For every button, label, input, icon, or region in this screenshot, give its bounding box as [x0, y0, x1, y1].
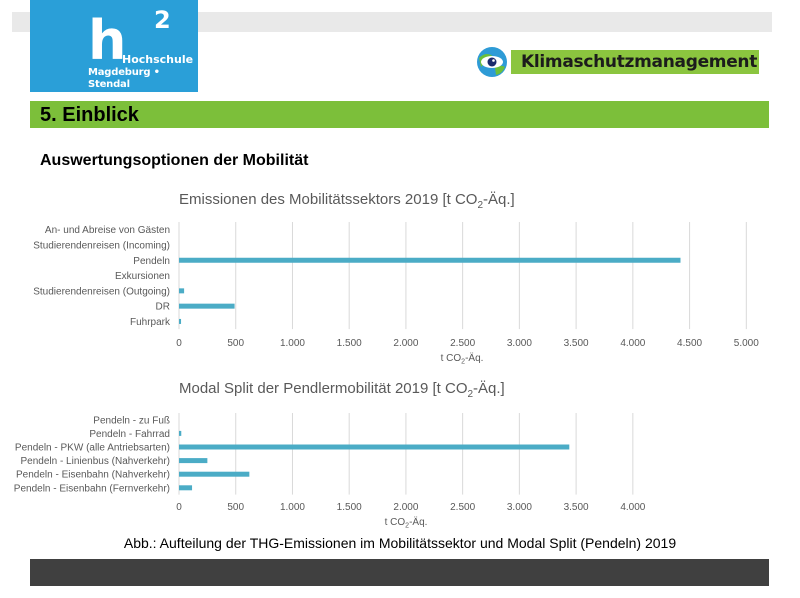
- bar: [179, 303, 235, 309]
- x-tick-label: 3.000: [507, 502, 532, 513]
- category-label: Pendeln - PKW (alle Antriebsarten): [15, 443, 170, 454]
- bar: [179, 485, 193, 491]
- x-tick-label: 1.000: [280, 338, 305, 349]
- x-tick-label: 2.000: [393, 502, 418, 513]
- logo-h: h: [88, 9, 126, 72]
- category-label: An- und Abreise von Gästen: [45, 225, 170, 236]
- x-tick-label: 3.000: [507, 338, 532, 349]
- klimaschutz-logo: Klimaschutzmanagement: [475, 44, 760, 80]
- category-label: Pendeln: [133, 256, 170, 267]
- bar: [179, 318, 182, 324]
- bar: [179, 471, 250, 477]
- section-title: 5. Einblick: [40, 104, 139, 126]
- klima-logo-text: Klimaschutzmanagement: [521, 52, 758, 72]
- x-tick-label: 4.000: [620, 502, 645, 513]
- x-tick-label: 4.500: [677, 338, 702, 349]
- university-logo: h 2 Hochschule Magdeburg • Stendal: [30, 0, 198, 92]
- bar: [179, 257, 681, 263]
- x-axis-label: t CO2​-Äq.: [385, 516, 428, 530]
- x-tick-label: 4.000: [620, 338, 645, 349]
- category-label: Studierendenreisen (Incoming): [33, 240, 170, 251]
- x-tick-label: 5.000: [734, 338, 759, 349]
- bar: [179, 444, 570, 450]
- bar: [179, 430, 182, 436]
- klima-band: [511, 50, 759, 74]
- category-label: Fuhrpark: [130, 317, 171, 328]
- category-label: Pendeln - Fahrrad: [89, 429, 170, 440]
- category-label: Pendeln - zu Fuß: [93, 415, 170, 426]
- category-label: Pendeln - Linienbus (Nahverkehr): [20, 456, 170, 467]
- x-tick-label: 2.500: [450, 338, 475, 349]
- x-axis-label: t CO2​-Äq.: [441, 352, 484, 366]
- bar: [179, 458, 208, 464]
- category-label: Exkursionen: [115, 271, 170, 282]
- footer-bar: [30, 559, 769, 586]
- category-label: Pendeln - Eisenbahn (Nahverkehr): [16, 470, 170, 481]
- category-label: DR: [156, 302, 170, 313]
- x-tick-label: 1.500: [337, 338, 362, 349]
- x-tick-label: 500: [227, 502, 244, 513]
- x-tick-label: 3.500: [564, 502, 589, 513]
- x-tick-label: 0: [176, 338, 182, 349]
- x-tick-label: 500: [227, 338, 244, 349]
- logo-subtitle: Magdeburg • Stendal: [88, 67, 160, 90]
- chart-title: Modal Split der Pendlermobilität 2019 [t…: [179, 380, 505, 400]
- category-label: Studierendenreisen (Outgoing): [33, 286, 170, 297]
- bar: [179, 288, 185, 294]
- x-tick-label: 2.500: [450, 502, 475, 513]
- logo-sup: 2: [154, 6, 171, 34]
- x-tick-label: 1.000: [280, 502, 305, 513]
- figure-caption: Abb.: Aufteilung der THG-Emissionen im M…: [123, 535, 677, 551]
- category-label: Pendeln - Eisenbahn (Fernverkehr): [14, 483, 170, 494]
- chart-title: Emissionen des Mobilitätssektors 2019 [t…: [179, 191, 515, 211]
- eye-globe-icon: [477, 47, 507, 77]
- slide-subtitle: Auswertungsoptionen der Mobilität: [40, 152, 309, 169]
- x-tick-label: 1.500: [337, 502, 362, 513]
- x-tick-label: 0: [176, 502, 182, 513]
- x-tick-label: 2.000: [393, 338, 418, 349]
- logo-name: Hochschule: [122, 53, 194, 66]
- header-band: [12, 12, 772, 32]
- x-tick-label: 3.500: [564, 338, 589, 349]
- section-bar: [30, 101, 769, 128]
